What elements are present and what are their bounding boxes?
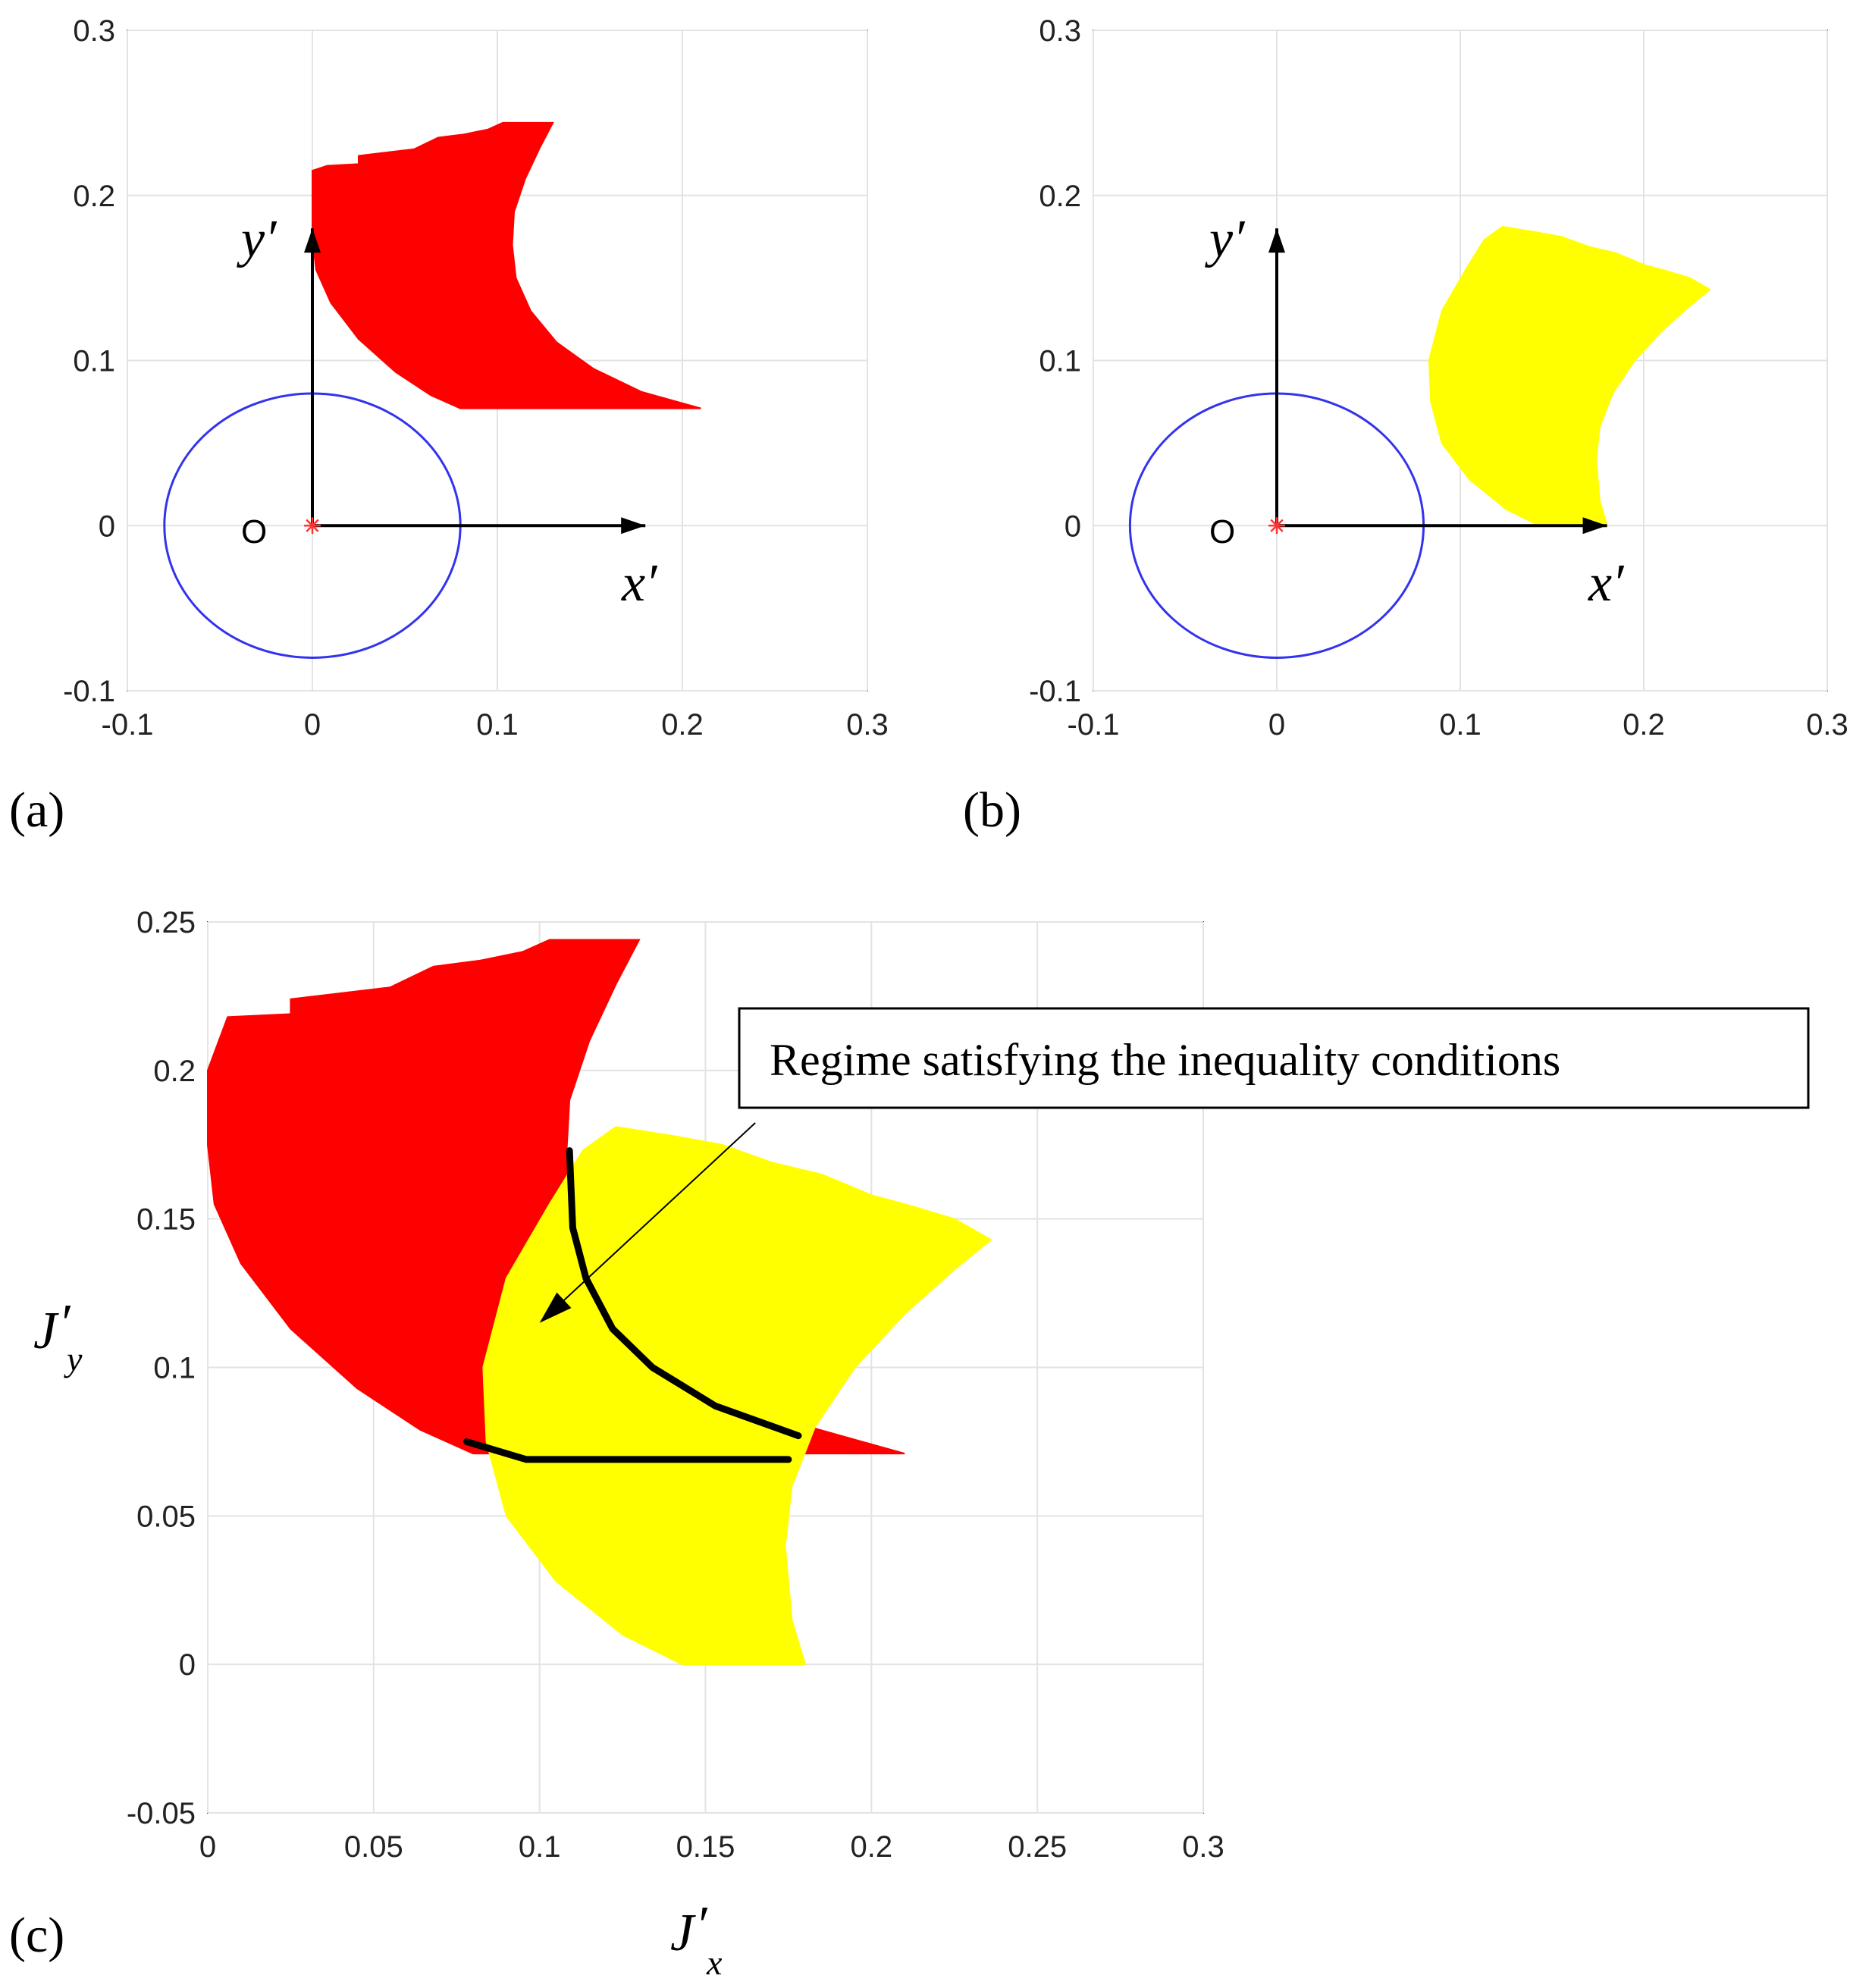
panel-c: 0 0.05 0.1 0.15 0.2 0.25 0.3 -0.0500.050.10.15… [9, 906, 1810, 1982]
panel-a-y-ticks: -0.1 0 0.1 0.2 0.3 [63, 14, 115, 708]
a-x-tick-4: 0.3 [846, 708, 889, 742]
a-y-tick-2: 0.1 [73, 345, 115, 378]
svg-text:J′: J′ [33, 1294, 71, 1360]
panel-c-y-axis-label-sub: y [64, 1340, 83, 1378]
a-region-shape [312, 121, 701, 409]
panel-a-origin-label: O [241, 513, 267, 550]
panel-c-y-ticks: -0.05 0 0.05 0.1 0.15 0.2 0.25 [127, 906, 196, 1830]
panel-b: -0.1 0 0.1 0.2 0.3 -0.1 0 0.1 0.2 0.3 y′ x′ O (b… [963, 14, 1848, 838]
a-x-tick-3: 0.2 [661, 708, 704, 742]
b-x-tick-3: 0.2 [1623, 708, 1665, 742]
panel-a-region [312, 121, 701, 409]
a-y-tick-4: 0.3 [73, 14, 115, 48]
c-y-tick-3: 0.1 [153, 1352, 196, 1385]
panel-a-label: (a) [9, 782, 64, 838]
c-series-boundary [566, 1147, 802, 1440]
c-y-tick-2: 0.05 [136, 1500, 196, 1533]
b-x-arrow-head [1582, 517, 1607, 535]
a-x-tick-1: 0 [304, 708, 321, 742]
a-y-tick-1: 0 [99, 510, 115, 543]
a-x-tick-0: -0.1 [102, 708, 154, 742]
panel-a: -0.1 0 0.1 0.2 0.3 -0.1 0 0.1 0.2 0.3 y′ x′ O (a… [9, 14, 889, 838]
c-y-tick-4: 0.15 [136, 1203, 196, 1237]
panel-a-x-ticks: -0.1 0 0.1 0.2 0.3 [102, 708, 889, 742]
panel-c-x-axis-label-prime: ′ [695, 1896, 708, 1955]
annotation-arrow-line [563, 1122, 756, 1301]
b-x-tick-4: 0.3 [1806, 708, 1848, 742]
a-origin-marker-stroke-3 [306, 519, 319, 532]
c-y-tick-5: 0.2 [153, 1055, 196, 1088]
c-x-tick-6: 0.3 [1182, 1830, 1224, 1864]
panel-c-boundary-lines [462, 1147, 802, 1463]
panel-b-arrows [1268, 228, 1607, 535]
b-y-tick-1: 0 [1064, 510, 1081, 543]
annotation-text: Regime satisfying the inequality conditi… [770, 1035, 1560, 1085]
a-y-tick-3: 0.2 [73, 180, 115, 213]
c-y-tick-0: -0.05 [127, 1797, 196, 1830]
panel-c-x-ticks: 0 0.05 0.1 0.15 0.2 0.25 0.3 [199, 1830, 1224, 1864]
c-series-yellow-region [482, 1126, 992, 1666]
c-y-tick-6: 0.25 [136, 906, 196, 939]
panel-b-origin-label: O [1209, 513, 1235, 550]
panel-c-x-axis-label-sub: x [706, 1943, 723, 1982]
c-x-tick-5: 0.25 [1008, 1830, 1067, 1864]
c-x-tick-0: 0 [199, 1830, 216, 1864]
panel-c-x-axis-label: J′ x [670, 1896, 723, 1982]
b-x-tick-2: 0.1 [1439, 708, 1482, 742]
a-y-tick-0: -0.1 [63, 675, 115, 708]
c-x-tick-3: 0.15 [676, 1830, 735, 1864]
panel-c-y-axis-label-prime: ′ [58, 1294, 71, 1353]
b-x-tick-0: -0.1 [1068, 708, 1120, 742]
b-y-tick-2: 0.1 [1039, 345, 1081, 378]
panel-b-y-axis-label: y′ [1205, 210, 1246, 268]
b-y-tick-4: 0.3 [1039, 14, 1081, 48]
b-origin-marker [1268, 517, 1285, 535]
panel-b-label: (b) [963, 782, 1021, 838]
panel-c-regions [207, 939, 992, 1666]
b-x-tick-1: 0 [1268, 708, 1285, 742]
annotation-arrow-head [539, 1292, 572, 1323]
c-y-tick-1: 0 [179, 1648, 196, 1682]
a-x-arrow-head [621, 517, 646, 535]
a-y-arrow-head [304, 228, 321, 253]
panel-a-arrows [304, 228, 646, 535]
panel-b-region [1428, 226, 1711, 527]
c-x-tick-1: 0.05 [344, 1830, 403, 1864]
panel-b-x-ticks: -0.1 0 0.1 0.2 0.3 [1068, 708, 1848, 742]
panel-c-label: (c) [9, 1908, 64, 1963]
panel-b-x-axis-label: x′ [1588, 554, 1625, 613]
panel-c-y-axis-label-main: J [33, 1302, 59, 1360]
c-series-boundary-bottom [462, 1438, 792, 1463]
b-y-tick-3: 0.2 [1039, 180, 1081, 213]
b-y-arrow-head [1268, 228, 1285, 253]
panel-a-y-axis-label: y′ [237, 210, 277, 268]
b-origin-marker-stroke-3 [1270, 519, 1284, 532]
a-origin-marker [304, 517, 321, 535]
panel-a-x-axis-label: x′ [621, 554, 658, 613]
b-y-tick-0: -0.1 [1029, 675, 1081, 708]
a-x-tick-2: 0.1 [476, 708, 519, 742]
svg-text:J′: J′ [670, 1896, 708, 1962]
annotation-box [738, 1007, 1810, 1109]
panel-b-y-ticks: -0.1 0 0.1 0.2 0.3 [1029, 14, 1081, 708]
b-region-shape [1428, 226, 1711, 527]
c-x-tick-4: 0.2 [851, 1830, 893, 1864]
panel-c-y-axis-label: J′ y [33, 1294, 83, 1378]
panel-c-x-axis-label-main: J [670, 1904, 696, 1962]
c-x-tick-2: 0.1 [519, 1830, 561, 1864]
